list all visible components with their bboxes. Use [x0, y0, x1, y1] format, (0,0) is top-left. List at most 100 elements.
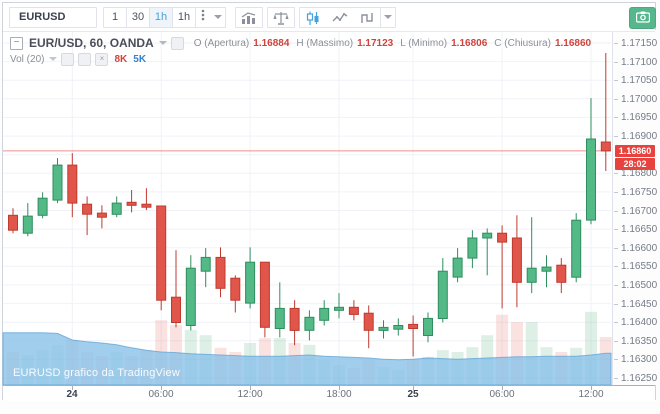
- time-tick-dash: [161, 386, 162, 390]
- price-tick-label: 1.17150: [621, 38, 658, 49]
- candlestick-style-button[interactable]: [299, 7, 327, 28]
- candle: [319, 307, 330, 321]
- price-tick-label: 1.16350: [621, 336, 658, 347]
- price-tick-dash: [614, 211, 618, 212]
- bar-chart-button[interactable]: [235, 7, 263, 28]
- candle: [304, 316, 315, 331]
- time-tick-label: 12:00: [237, 389, 263, 400]
- candle: [482, 232, 493, 239]
- price-tick-dash: [614, 322, 618, 323]
- gear-icon[interactable]: [78, 53, 92, 66]
- price-tick-label: 1.16950: [621, 112, 658, 123]
- time-tick-dash: [72, 386, 73, 390]
- collapse-icon[interactable]: −: [10, 36, 23, 50]
- price-tick-label: 1.17050: [621, 75, 658, 86]
- widget-frame: [2, 2, 656, 400]
- price-tick-label: 1.16750: [621, 187, 658, 198]
- candle: [8, 214, 18, 231]
- ohlc-values: O (Apertura) 1.16884 H (Massimo) 1.17123 L…: [194, 38, 591, 49]
- candle: [334, 306, 344, 311]
- candle: [423, 317, 433, 336]
- interval-button-1h[interactable]: 1h: [172, 7, 196, 28]
- candle: [245, 261, 256, 304]
- price-tick-dash: [614, 173, 618, 174]
- candle: [96, 212, 107, 218]
- snapshot-button[interactable]: [629, 7, 656, 29]
- price-tick-dash: [614, 341, 618, 342]
- more-options-icon: [201, 9, 205, 21]
- price-tick-dash: [614, 304, 618, 305]
- candle: [393, 325, 404, 330]
- high-value: 1.17123: [357, 37, 394, 49]
- time-tick-dash: [250, 386, 251, 390]
- price-tick-label: 1.16700: [621, 206, 658, 217]
- legend: − EUR/USD, 60, OANDA O (Apertura) 1.16884…: [10, 36, 591, 50]
- interval-button-30m[interactable]: 30: [126, 7, 150, 28]
- candle: [467, 237, 478, 259]
- close-label: C (Chiusura): [494, 37, 551, 49]
- candle: [230, 277, 241, 301]
- price-tick-dash: [614, 80, 618, 81]
- price-tick-label: 1.16450: [621, 299, 658, 310]
- price-tick-label: 1.16500: [621, 280, 658, 291]
- price-tick-dash: [614, 378, 618, 379]
- candle: [348, 306, 359, 315]
- candle: [111, 202, 122, 215]
- chevron-down-icon[interactable]: [158, 40, 167, 45]
- close-icon[interactable]: ×: [95, 53, 109, 66]
- interval-button-1h-active[interactable]: 1h: [149, 7, 173, 28]
- chevron-down-icon: [213, 15, 222, 19]
- close-value: 1.16860: [554, 37, 592, 49]
- interval-dropdown-button[interactable]: [210, 7, 226, 28]
- price-tick-label: 1.17000: [621, 94, 658, 105]
- candle: [37, 197, 48, 216]
- candle: [556, 264, 567, 283]
- volume-ma-area: [2, 332, 612, 386]
- toolbar: EURUSD 1 30 1h 1h: [3, 3, 656, 32]
- style-dropdown-button[interactable]: [380, 7, 396, 28]
- bar-chart-icon: [241, 12, 256, 24]
- candle: [511, 237, 522, 283]
- price-tick-label: 1.16600: [621, 243, 658, 254]
- chevron-down-icon[interactable]: [49, 57, 58, 61]
- price-tick-dash: [614, 43, 618, 44]
- line-chart-icon: [332, 13, 347, 22]
- time-tick-label: 12:00: [578, 389, 604, 400]
- legend-title[interactable]: EUR/USD, 60, OANDA: [29, 36, 154, 50]
- interval-button-1m[interactable]: 1: [103, 7, 127, 28]
- candle: [437, 270, 448, 320]
- candle: [274, 307, 285, 329]
- candle: [171, 296, 181, 324]
- eye-icon[interactable]: [170, 36, 184, 50]
- last-price-badge: 1.16860: [615, 145, 655, 157]
- more-options-button[interactable]: [195, 7, 211, 28]
- price-axis[interactable]: 1.16860 28:02 1.17150 1.17100 1.17050 1.170…: [612, 30, 658, 385]
- price-tick-dash: [614, 248, 618, 249]
- price-tick-dash: [614, 117, 618, 118]
- candle: [141, 203, 152, 208]
- time-axis[interactable]: 24 06:00 12:00 18:00 25 06:00 12:00: [3, 385, 655, 401]
- symbol-button[interactable]: EURUSD: [9, 7, 97, 28]
- step-line-icon: [360, 13, 373, 23]
- low-label: L (Minimo): [400, 37, 448, 49]
- time-tick-dash: [591, 386, 592, 390]
- candle: [497, 232, 508, 243]
- candle: [600, 141, 611, 152]
- open-value: 1.16884: [253, 37, 290, 49]
- watermark: EURUSD grafico da TradingView: [13, 367, 181, 379]
- eye-icon[interactable]: [61, 53, 75, 66]
- price-tick-label: 1.17100: [621, 57, 658, 68]
- candle: [259, 261, 270, 328]
- candle: [126, 201, 137, 206]
- step-style-button[interactable]: [353, 7, 381, 28]
- candle: [67, 164, 78, 204]
- compare-button[interactable]: [267, 7, 295, 28]
- open-label: O (Apertura): [193, 37, 250, 49]
- candle: [52, 164, 63, 201]
- candle: [215, 256, 226, 289]
- line-style-button[interactable]: [326, 7, 354, 28]
- candle: [289, 307, 300, 331]
- price-tick-dash: [614, 266, 618, 267]
- volume-legend: Vol (20) × 8K 5K: [10, 53, 146, 66]
